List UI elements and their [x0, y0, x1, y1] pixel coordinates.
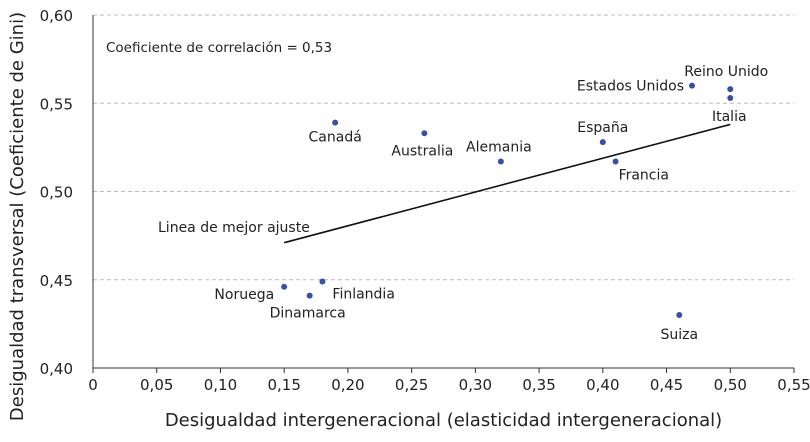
data-point	[727, 94, 734, 101]
y-tick-label: 0,55	[40, 95, 73, 113]
point-label: Noruega	[214, 287, 274, 303]
x-tick-label: 0,25	[395, 376, 428, 394]
data-point	[332, 119, 339, 126]
best-fit-label: Linea de mejor ajuste	[158, 220, 310, 236]
x-tick-label: 0,45	[650, 376, 683, 394]
data-point	[281, 283, 288, 290]
point-label: Reino Unido	[684, 64, 768, 80]
x-tick-label: 0,10	[204, 376, 237, 394]
point-label: Finlandia	[332, 287, 395, 303]
data-point	[612, 158, 619, 165]
data-point	[319, 278, 326, 285]
point-label: Estados Unidos	[577, 79, 684, 95]
x-tick-label: 0,05	[140, 376, 173, 394]
point-label: Italia	[712, 109, 747, 125]
x-tick-label: 0,55	[777, 376, 810, 394]
best-fit-line	[283, 123, 731, 244]
y-tick-label: 0,60	[40, 7, 73, 25]
point-label: España	[577, 120, 628, 136]
point-label: Suiza	[661, 327, 699, 343]
data-point	[306, 292, 313, 299]
correlation-annotation: Coeficiente de correlación = 0,53	[106, 40, 332, 56]
data-point	[727, 86, 734, 93]
data-point	[497, 158, 504, 165]
data-point	[676, 312, 683, 319]
point-label: Alemania	[466, 139, 532, 155]
x-tick-label: 0,40	[586, 376, 619, 394]
y-axis-title: Desigualdad transversal (Coeficiente de …	[7, 12, 28, 421]
data-point	[689, 82, 696, 89]
x-tick-label: 0,30	[459, 376, 492, 394]
point-label: Canadá	[309, 130, 362, 146]
point-label: Dinamarca	[270, 306, 346, 322]
y-tick-label: 0,50	[40, 184, 73, 202]
x-tick-label: 0,50	[714, 376, 747, 394]
x-tick-label: 0	[88, 376, 98, 394]
data-point	[421, 130, 428, 137]
y-tick-label: 0,45	[40, 272, 73, 290]
x-tick-label: 0,35	[522, 376, 555, 394]
x-axis-title: Desigualdad intergeneracional (elasticid…	[165, 410, 722, 431]
x-tick-label: 0,15	[267, 376, 300, 394]
data-point	[599, 139, 606, 146]
x-tick-label: 0,20	[331, 376, 364, 394]
point-label: Francia	[619, 167, 669, 183]
point-label: Australia	[391, 143, 453, 159]
y-tick-label: 0,40	[40, 360, 73, 378]
